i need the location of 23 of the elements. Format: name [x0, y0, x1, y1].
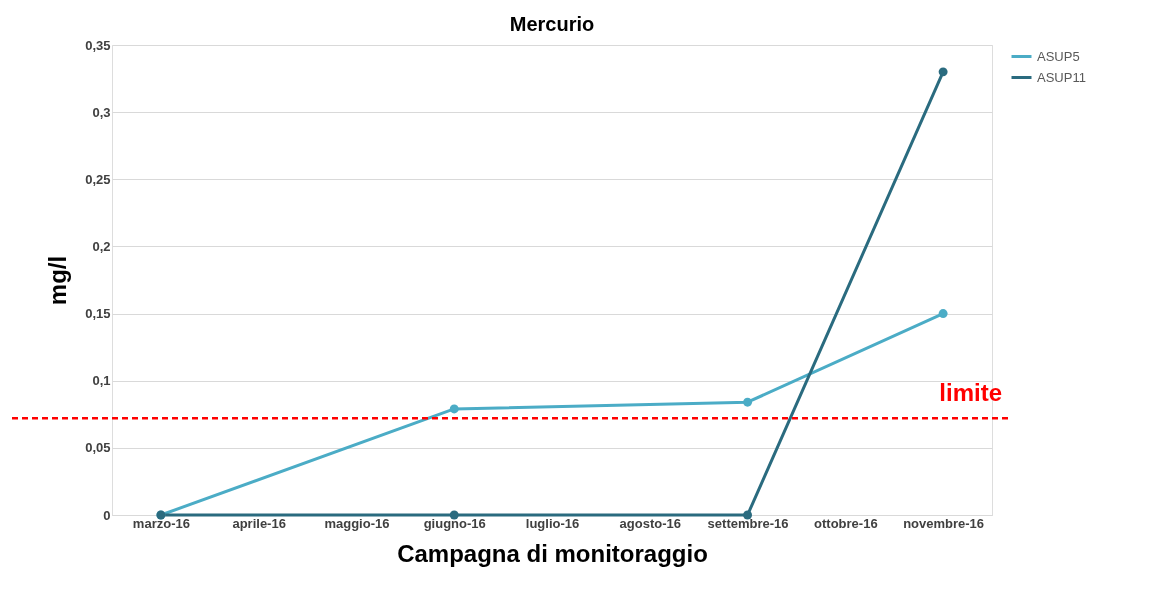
x-tick-label: novembre-16 — [903, 515, 985, 531]
y-tick-label: 0,15 — [85, 306, 111, 322]
legend-label: ASUP5 — [1037, 48, 1080, 64]
x-tick-label: maggio-16 — [324, 515, 390, 531]
x-axis-title: Campagna di monitoraggio — [397, 539, 708, 567]
x-tick-label: marzo-16 — [132, 515, 190, 531]
x-tick-label: luglio-16 — [525, 515, 580, 531]
y-tick-label: 0,25 — [85, 171, 111, 187]
ref-line-label: limite — [939, 379, 1002, 407]
x-tick-label: settembre-16 — [707, 515, 789, 531]
y-tick-label: 0 — [103, 507, 111, 523]
y-axis-title: mg/l — [44, 255, 72, 306]
x-tick-label: agosto-16 — [619, 515, 681, 531]
x-tick-label: aprile-16 — [232, 515, 286, 531]
chart-title: Mercurio — [509, 13, 595, 35]
x-tick-label: giugno-16 — [423, 515, 486, 531]
y-tick-label: 0,35 — [85, 37, 111, 53]
y-tick-label: 0,3 — [92, 104, 111, 120]
y-tick-label: 0,2 — [92, 238, 111, 254]
y-tick-label: 0,1 — [92, 373, 111, 389]
y-tick-label: 0,05 — [85, 440, 111, 456]
x-tick-label: ottobre-16 — [814, 515, 878, 531]
legend-label: ASUP11 — [1037, 69, 1086, 85]
